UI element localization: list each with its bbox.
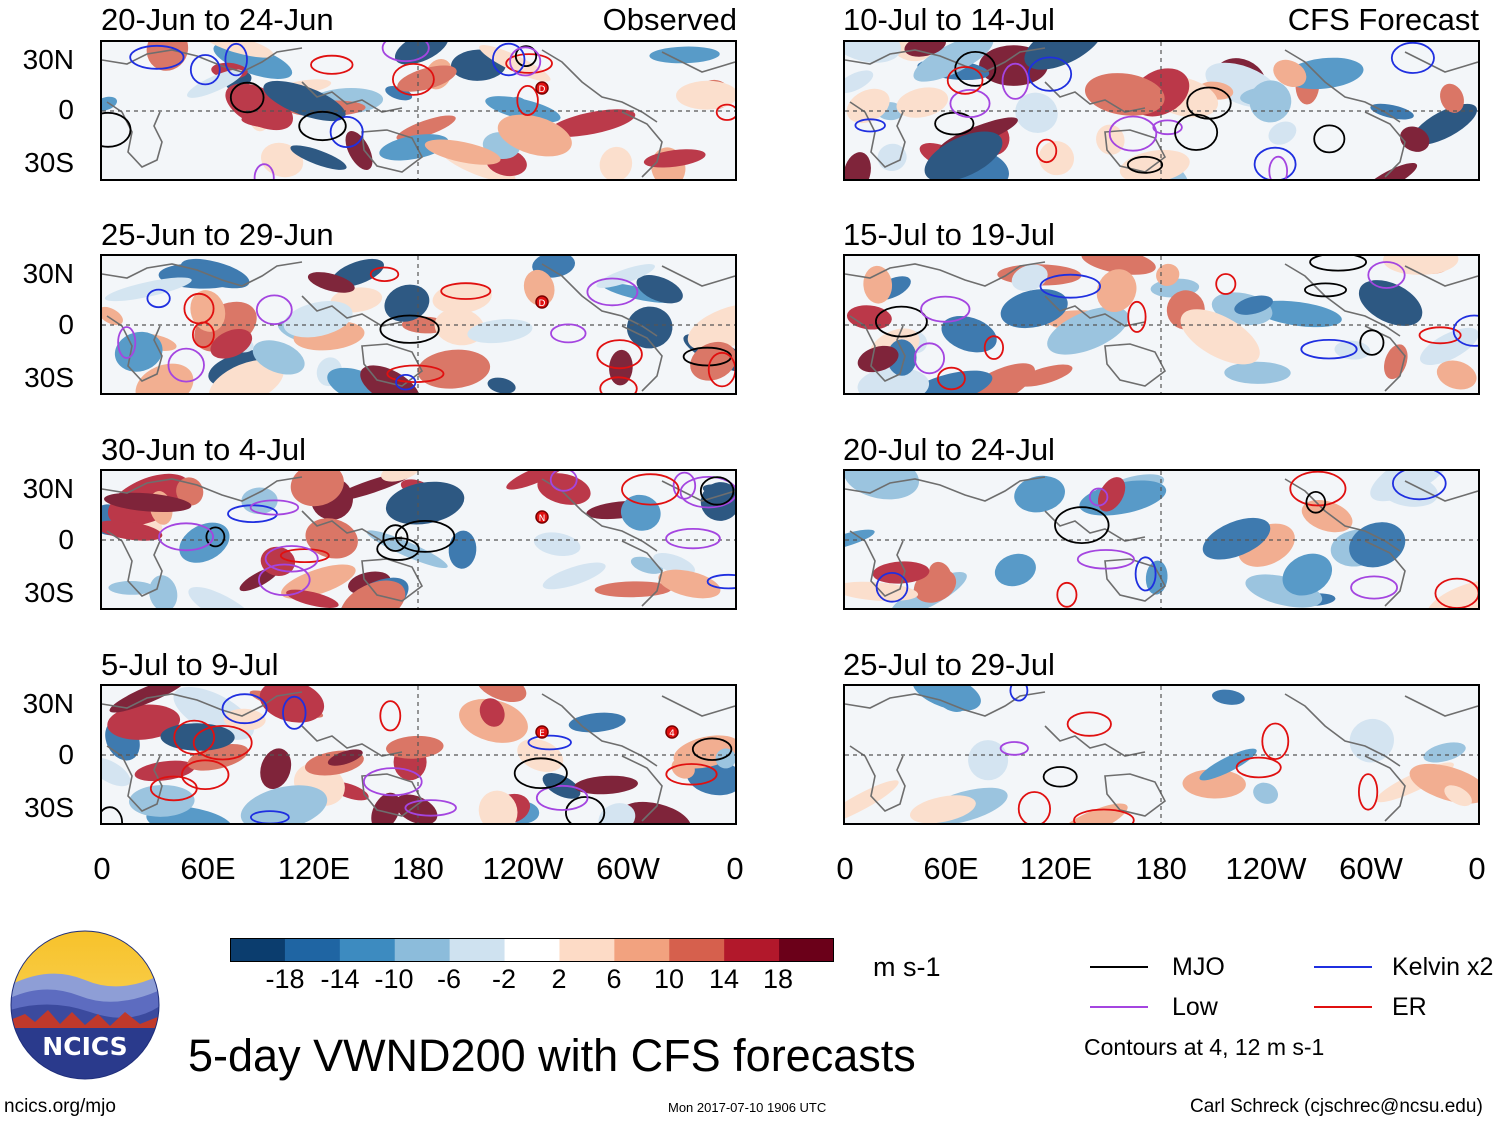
legend-line-kelvin [1314,966,1372,968]
storm-marker-label: 4 [669,729,675,739]
colorbar-swatch [449,938,506,962]
contours-note: Contours at 4, 12 m s-1 [1084,1034,1325,1060]
lat-label: 0 [58,739,74,770]
map-panel [843,684,1480,825]
storm-marker-label: D [539,299,546,309]
lat-label: 0 [58,524,74,555]
lon-label: 180 [1135,851,1187,886]
panel-title-fc-1: 10-Jul to 14-Jul [843,2,1055,37]
storm-marker-label: D [539,85,546,95]
panel-title-obs-3: 30-Jun to 4-Jul [101,432,307,467]
lon-label: 60W [596,851,660,886]
colorbar-label: -18 [265,964,305,994]
logo-text: NCICS [42,1032,127,1061]
map-panel [843,469,1480,610]
colorbar-swatch [339,938,396,962]
map-field [845,256,1478,393]
main-title: 5-day VWND200 with CFS forecasts [188,1030,916,1081]
lon-label: 0 [1468,851,1486,886]
lat-label: 30S [24,577,74,608]
colorbar-label: 18 [762,964,794,994]
colorbar-swatches [230,938,834,962]
lat-label: 30S [24,362,74,393]
colorbar-label: 6 [606,964,622,994]
lat-label: 0 [58,94,74,125]
colorbar-swatch [230,938,286,962]
map-field: N [102,471,735,608]
legend-label-mjo: MJO [1172,953,1225,981]
lat-label: 30N [22,688,74,719]
lat-label: 30N [22,473,74,504]
lat-label: 0 [58,309,74,340]
map-panel [843,40,1480,181]
lat-label: 30S [24,792,74,823]
lon-label: 120E [1019,851,1093,886]
map-panel [843,254,1480,395]
colorbar-swatch [504,938,560,962]
map-field [845,42,1478,179]
panel-title-fc-2: 15-Jul to 19-Jul [843,217,1055,252]
lon-label: 60E [180,851,236,886]
colorbar-swatch [779,938,834,962]
legend-line-er [1314,1006,1372,1008]
colorbar-swatch [559,938,615,962]
colorbar-label: 2 [551,964,567,994]
colorbar-label: -2 [491,964,517,994]
lon-label: 60W [1339,851,1403,886]
lon-label: 0 [836,851,854,886]
logo-graphic: NCICS [10,930,160,1080]
map-panel: D [100,254,737,395]
panel-title-obs-4: 5-Jul to 9-Jul [101,647,279,682]
map-field [845,686,1478,823]
lon-label: 120E [277,851,351,886]
colorbar-label: -10 [374,964,414,994]
panel-title-fc-4: 25-Jul to 29-Jul [843,647,1055,682]
legend-line-low [1090,1006,1148,1008]
lon-label: 120W [1225,851,1307,886]
colorbar-swatch [394,938,451,962]
colorbar-swatch [669,938,725,962]
map-field [845,471,1478,608]
timestamp: Mon 2017-07-10 1906 UTC [668,1100,827,1115]
lon-label: 0 [93,851,111,886]
lon-label: 120W [482,851,564,886]
lon-label: 60E [923,851,979,886]
map-panel: D [100,40,737,181]
colorbar-swatch [724,938,780,962]
observed-tag: Observed [602,2,737,37]
legend-line-mjo [1090,966,1148,968]
map-field: D [102,42,735,179]
storm-marker-label: E [539,729,545,739]
forecast-tag: CFS Forecast [1287,2,1479,37]
lon-label: 180 [392,851,444,886]
storm-marker-label: N [539,514,546,524]
source-url[interactable]: ncics.org/mjo [4,1096,116,1117]
author-credit: Carl Schreck (cjschrec@ncsu.edu) [1190,1096,1483,1117]
colorbar-label: 10 [653,964,685,994]
lon-label: 0 [726,851,744,886]
lat-label: 30N [22,258,74,289]
panel-title-fc-3: 20-Jul to 24-Jul [843,432,1055,467]
map-field: D [102,256,735,393]
panel-title-obs-2: 25-Jun to 29-Jun [101,217,334,252]
colorbar-label: 14 [708,964,740,994]
map-panel: N [100,469,737,610]
units-label: m s-1 [873,952,941,982]
colorbar-swatch [614,938,670,962]
colorbar-label: -14 [320,964,360,994]
panel-title-obs-1: 20-Jun to 24-Jun [101,2,334,37]
lat-label: 30N [22,44,74,75]
legend-label-low: Low [1172,993,1218,1021]
ncics-logo: NCICS [10,930,160,1080]
lat-label: 30S [24,147,74,178]
colorbar-label: -6 [436,964,462,994]
colorbar-swatch [284,938,341,962]
legend-label-kelvin: Kelvin x2 [1392,953,1494,981]
legend-label-er: ER [1392,993,1427,1021]
